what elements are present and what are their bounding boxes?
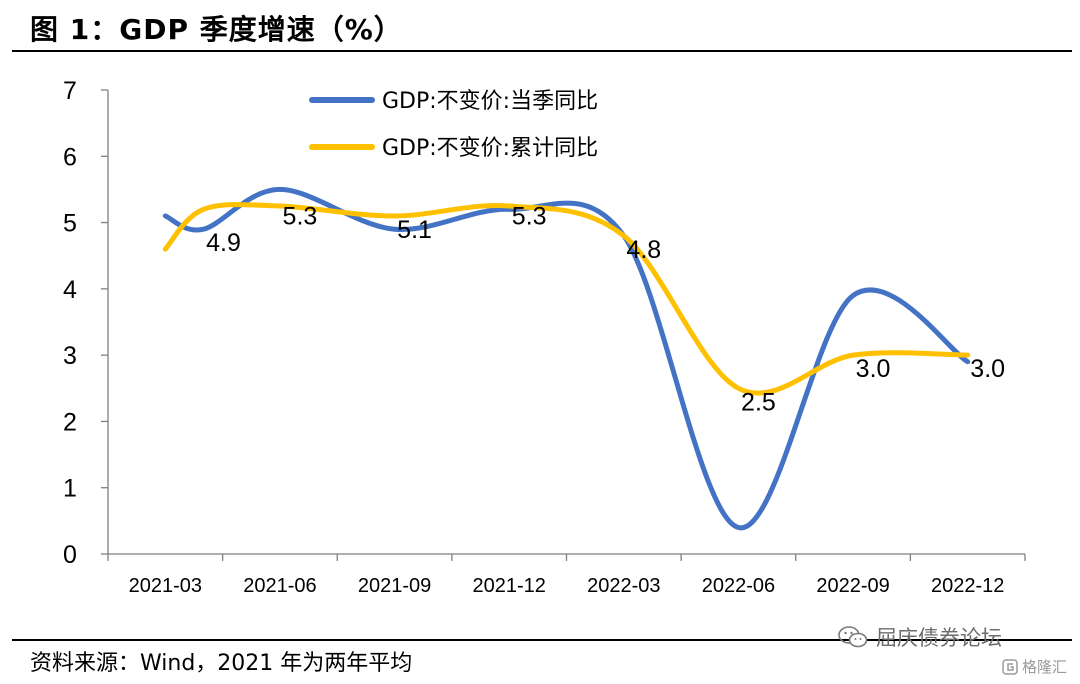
chart-title: 图 1：GDP 季度增速（%）: [30, 13, 403, 46]
data-label: 4.9: [206, 229, 241, 257]
x-tick-label: 2022-09: [816, 575, 889, 597]
gelonghui-logo-icon: [1002, 658, 1018, 675]
legend-label-1: GDP:不变价:当季同比: [382, 89, 598, 114]
title-rule: [12, 50, 1072, 52]
data-label: 3.0: [970, 355, 1005, 383]
x-tick-label: 2021-06: [243, 575, 316, 597]
wechat-icon: [838, 626, 868, 648]
x-tick-label: 2021-03: [129, 575, 202, 597]
footer-rule: [12, 639, 1072, 641]
y-tick-label: 5: [63, 210, 77, 238]
watermark: 屈庆债券论坛: [838, 622, 1002, 652]
data-label: 4.8: [626, 236, 661, 264]
data-label: 3.0: [856, 355, 891, 383]
data-label: 5.3: [512, 203, 547, 231]
data-label: 2.5: [741, 388, 776, 416]
source-note: 资料来源：Wind，2021 年为两年平均: [30, 651, 413, 676]
y-tick-label: 4: [63, 276, 77, 304]
x-tick-label: 2022-06: [702, 575, 775, 597]
x-tick-label: 2022-03: [587, 575, 660, 597]
x-tick-label: 2022-12: [931, 575, 1004, 597]
line-chart: 0 1 2 3 4 5 6 7 2021-03 2021-06 2021-09 2021-12 2022…: [63, 77, 1026, 597]
legend-label-2: GDP:不变价:累计同比: [382, 136, 598, 161]
x-tick-label: 2021-09: [358, 575, 431, 597]
watermark2-text: 格隆汇: [1022, 658, 1068, 676]
y-tick-label: 2: [63, 408, 77, 436]
data-label: 5.3: [283, 203, 318, 231]
y-tick-label: 6: [63, 143, 77, 171]
watermark-gelonghui: 格隆汇: [1002, 656, 1067, 677]
series-line-1: [162, 186, 971, 531]
watermark-text: 屈庆债券论坛: [876, 626, 1002, 650]
data-label: 5.1: [397, 216, 432, 244]
y-tick-label: 7: [63, 77, 77, 105]
series-line-2: [162, 202, 971, 396]
y-tick-label: 3: [63, 342, 77, 370]
y-tick-label: 1: [63, 475, 77, 503]
y-tick-label: 0: [63, 541, 77, 569]
x-tick-label: 2021-12: [472, 575, 545, 597]
